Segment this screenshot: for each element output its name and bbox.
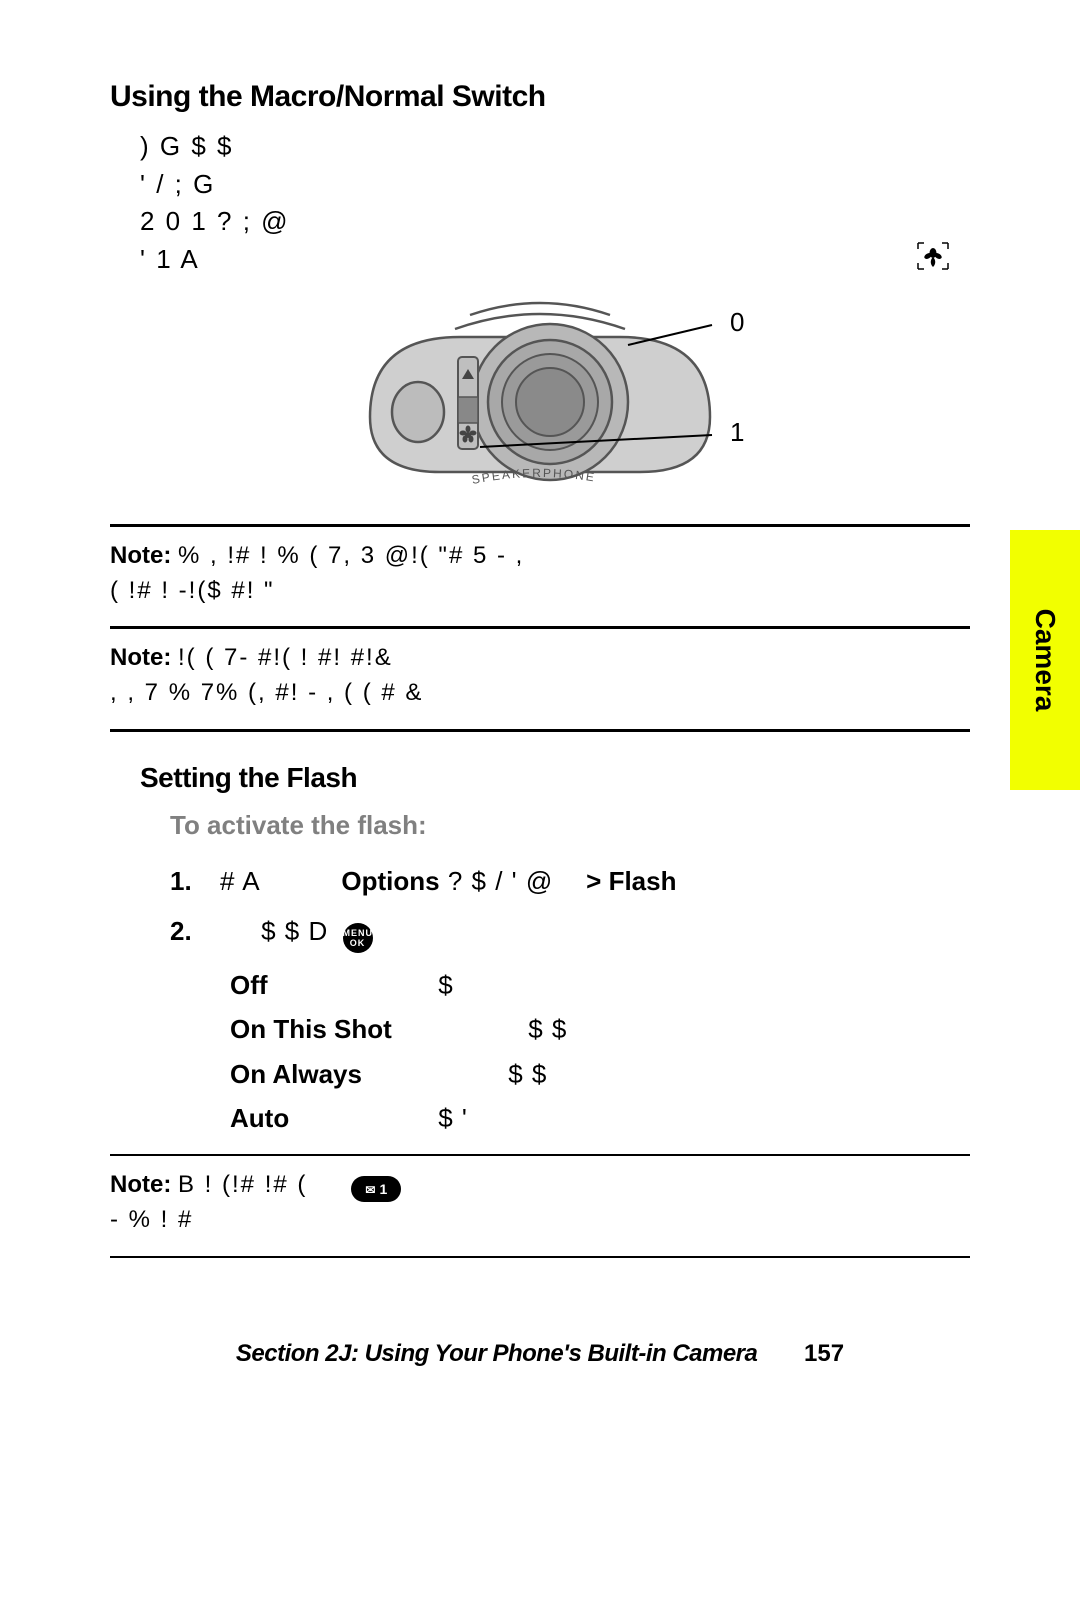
subhead-activate-flash: To activate the flash: — [110, 810, 970, 841]
side-tab-camera: Camera — [1010, 530, 1080, 790]
step-1-num: 1. — [170, 861, 192, 901]
diagram-label-macro: 1 — [730, 417, 744, 448]
note-3-text-b: - % ! # — [110, 1206, 193, 1233]
flash-always-tail: $ $ — [508, 1059, 547, 1089]
step-1-options: Options — [341, 866, 439, 896]
note-1: Note: % , !# ! % ( 7, 3 @!( "# 5 - , ( !… — [110, 535, 970, 619]
note-3: Note: B ! (!# !# ( ✉1 - % ! # — [110, 1164, 970, 1248]
menu-ok-icon: MENUOK — [343, 923, 373, 953]
flash-option-off: Off $ — [230, 963, 970, 1007]
rule-2 — [110, 626, 970, 629]
flash-always-label: On Always — [230, 1052, 500, 1096]
flash-option-auto: Auto $ ' — [230, 1096, 970, 1140]
note-2: Note: !( ( 7- #!( ! #! #!& , , 7 % 7% (,… — [110, 637, 970, 721]
flash-off-label: Off — [230, 963, 430, 1007]
mail-badge-icon: ✉1 — [351, 1176, 401, 1202]
rule-3 — [110, 729, 970, 732]
rule-4 — [110, 1154, 970, 1156]
note-2-text-b: , , 7 % 7% (, #! - , ( ( # & — [110, 679, 423, 706]
step-2-num: 2. — [170, 911, 192, 951]
rule-1 — [110, 524, 970, 527]
body-line-3: 2 0 1 ? ; @ — [110, 203, 970, 241]
flash-thisshot-label: On This Shot — [230, 1007, 520, 1051]
diagram-label-normal: 0 — [730, 307, 744, 338]
heading-setting-flash: Setting the Flash — [110, 762, 970, 794]
footer-section: Section 2J: Using Your Phone's Built-in … — [236, 1340, 757, 1367]
note-label-3: Note: — [110, 1171, 171, 1198]
step-1-flash: > Flash — [586, 866, 676, 896]
steps-list: 1. # A Options ? $ / ' @ > Flash 2. $ $ … — [110, 861, 970, 953]
body-line-4-text: ' 1 A — [140, 244, 200, 274]
note-3-text-a: B ! (!# !# ( — [178, 1171, 307, 1198]
envelope-icon: ✉ — [365, 1183, 375, 1197]
macro-mode-icon — [916, 241, 950, 282]
step-2: 2. $ $ D MENUOK — [170, 911, 970, 953]
step-1-mid: ? $ / ' @ — [448, 866, 553, 896]
mail-badge-num: 1 — [379, 1181, 387, 1197]
rule-5 — [110, 1256, 970, 1258]
flash-auto-label: Auto — [230, 1096, 430, 1140]
page-content: Using the Macro/Normal Switch ) G $ $ ' … — [110, 80, 970, 1266]
flash-option-always: On Always $ $ — [230, 1052, 970, 1096]
flash-thisshot-tail: $ $ — [528, 1014, 567, 1044]
flash-options: Off $ On This Shot $ $ On Always $ $ Aut… — [110, 963, 970, 1140]
flash-option-thisshot: On This Shot $ $ — [230, 1007, 970, 1051]
body-line-1: ) G $ $ — [110, 128, 970, 166]
heading-macro-switch: Using the Macro/Normal Switch — [110, 80, 970, 114]
note-1-text-b: ( !# ! -!($ #! " — [110, 577, 275, 604]
note-1-text-a: % , !# ! % ( 7, 3 @!( "# 5 - , — [178, 542, 524, 569]
note-label-2: Note: — [110, 644, 171, 671]
body-line-4: ' 1 A — [110, 241, 970, 279]
note-label-1: Note: — [110, 542, 171, 569]
flash-off-tail: $ — [438, 970, 453, 1000]
step-1: 1. # A Options ? $ / ' @ > Flash — [170, 861, 970, 901]
side-tab-label: Camera — [1029, 609, 1061, 712]
step-1-pre: # A — [220, 866, 259, 896]
section1-body: ) G $ $ ' / ; G 2 0 1 ? ; @ ' 1 A — [110, 128, 970, 279]
flash-auto-tail: $ ' — [438, 1103, 468, 1133]
step-2-pre: $ $ D — [261, 916, 328, 946]
footer-page-number: 157 — [804, 1340, 844, 1367]
body-line-2: ' / ; G — [110, 166, 970, 204]
camera-diagram: 0 1 — [110, 297, 970, 502]
page-footer: Section 2J: Using Your Phone's Built-in … — [0, 1340, 1080, 1368]
note-2-text-a: !( ( 7- #!( ! #! #!& — [178, 644, 393, 671]
